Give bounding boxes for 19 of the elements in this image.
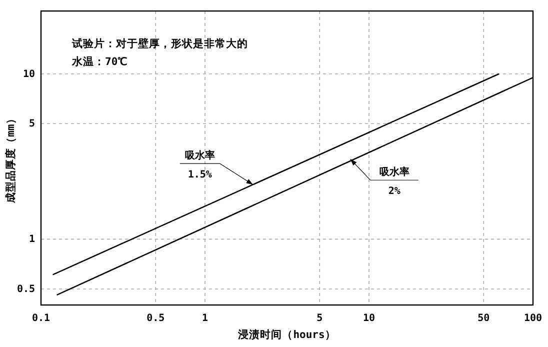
x-tick-label: 5 (316, 313, 323, 324)
y-tick-label: 0.5 (16, 284, 35, 295)
y-axis-title: 成型品厚度（mm） (4, 113, 17, 204)
x-tick-label: 50 (478, 313, 490, 324)
x-tick-label: 0.1 (32, 313, 50, 324)
annotation: 吸水率 2% (350, 158, 419, 198)
x-axis-title: 浸渍时间（hours） (237, 328, 336, 341)
annotation: 吸水率 2% (379, 166, 410, 198)
x-tick-label: 1 (202, 313, 208, 324)
text: 试验片：对于壁厚，形状是非常大的 (71, 37, 248, 50)
x-tick-label: 100 (524, 313, 542, 324)
y-tick-label: 10 (22, 68, 35, 80)
x-tick-label: 10 (362, 313, 376, 324)
y-tick-label: 1 (28, 234, 35, 246)
text: 水温：70℃ (71, 55, 128, 68)
x-tick-label: 0.5 (146, 313, 165, 324)
annotation: 吸水率 1.5% (184, 150, 215, 181)
annotation: 吸水率 1.5% (180, 150, 254, 185)
y-tick-label: 5 (28, 118, 35, 130)
